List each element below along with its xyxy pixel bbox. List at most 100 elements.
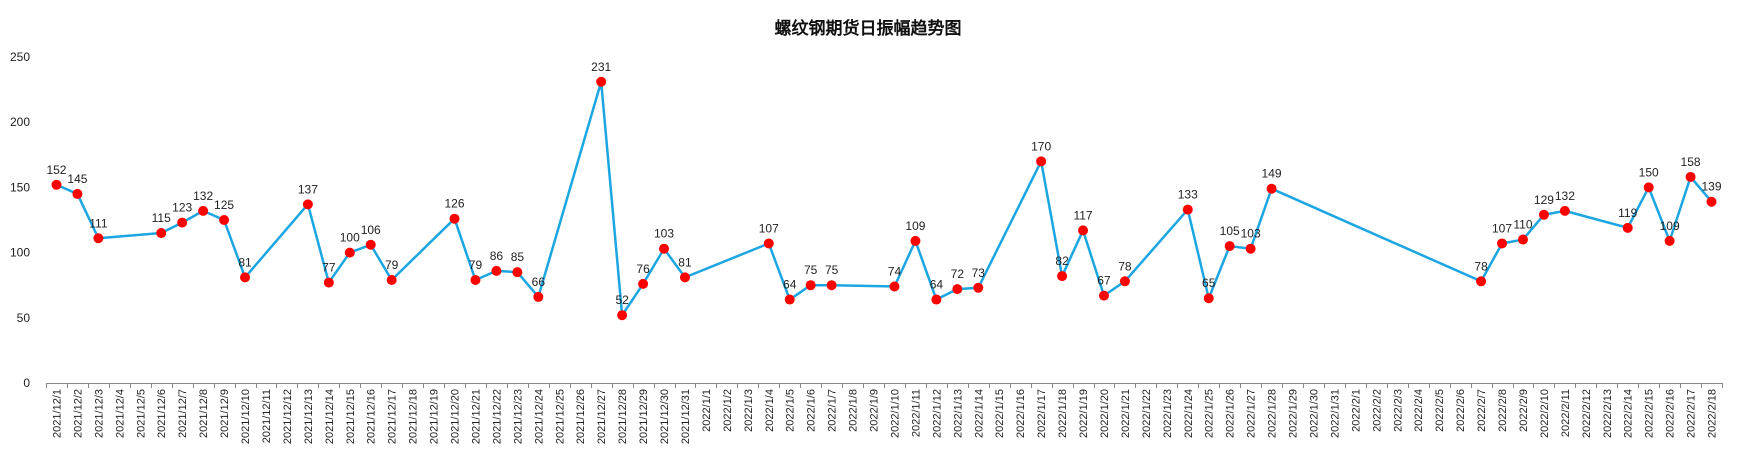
data-label: 75: [825, 263, 839, 277]
data-point: [51, 179, 62, 190]
data-label: 103: [1241, 227, 1261, 241]
x-tick-label: 2022/1/4: [764, 389, 776, 432]
data-point: [344, 247, 355, 258]
x-tick-label: 2022/2/12: [1581, 389, 1593, 438]
x-tick-label: 2022/2/13: [1602, 389, 1614, 438]
data-point: [784, 294, 795, 305]
x-tick-label: 2021/12/22: [491, 389, 503, 444]
y-tick-label: 150: [10, 180, 30, 194]
x-tick-label: 2022/2/18: [1707, 389, 1719, 438]
data-point: [617, 310, 628, 321]
x-tick-label: 2021/12/10: [240, 389, 252, 444]
y-tick-label: 200: [10, 115, 30, 129]
data-label: 129: [1534, 193, 1554, 207]
data-point: [302, 199, 313, 210]
x-tick-label: 2022/1/16: [1015, 389, 1027, 438]
data-label: 74: [888, 265, 902, 279]
x-tick-label: 2021/12/29: [638, 389, 650, 444]
x-tick-label: 2021/12/27: [596, 389, 608, 444]
data-label: 85: [511, 250, 525, 264]
data-points: [51, 76, 1717, 321]
data-point: [1538, 209, 1549, 220]
data-point: [1559, 205, 1570, 216]
y-tick-label: 0: [23, 376, 30, 390]
y-tick-label: 250: [10, 50, 30, 64]
x-tick-label: 2022/1/6: [806, 389, 818, 432]
data-label: 81: [238, 255, 252, 269]
data-label: 76: [636, 262, 650, 276]
x-tick-label: 2021/12/23: [512, 389, 524, 444]
data-point: [1245, 243, 1256, 254]
data-label: 231: [591, 60, 611, 74]
x-tick-label: 2022/1/18: [1057, 389, 1069, 438]
data-point: [1203, 293, 1214, 304]
data-point: [72, 188, 83, 199]
x-tick-label: 2022/2/3: [1392, 389, 1404, 432]
data-point: [386, 274, 397, 285]
x-tick-label: 2021/12/15: [345, 389, 357, 444]
x-tick-label: 2022/1/28: [1267, 389, 1279, 438]
data-point: [1057, 271, 1068, 282]
chart-title: 螺纹钢期货日振幅趋势图: [775, 18, 962, 39]
data-label: 79: [385, 258, 399, 272]
data-label: 100: [340, 231, 360, 245]
data-point: [1685, 171, 1696, 182]
data-point: [177, 217, 188, 228]
data-point: [910, 235, 921, 246]
data-point: [1622, 222, 1633, 233]
data-label: 117: [1073, 208, 1092, 222]
data-label: 75: [804, 263, 818, 277]
data-label: 132: [193, 189, 213, 203]
data-label: 109: [905, 219, 925, 233]
y-axis-ticks: 0 50 100 150 200 250: [10, 50, 30, 390]
x-tick-label: 2022/1/12: [931, 389, 943, 438]
data-label: 109: [1660, 219, 1680, 233]
data-point: [1266, 183, 1277, 194]
data-label: 145: [67, 172, 87, 186]
data-label: 77: [322, 261, 336, 275]
data-label: 64: [930, 278, 944, 292]
data-label: 125: [214, 198, 234, 212]
x-tick-label: 2022/1/19: [1078, 389, 1090, 438]
x-tick-label: 2022/1/11: [910, 389, 922, 437]
x-tick-label: 2021/12/12: [282, 389, 294, 444]
data-point: [596, 76, 607, 87]
x-tick-label: 2022/1/17: [1036, 389, 1048, 438]
data-point: [826, 280, 837, 291]
x-tick-label: 2022/1/10: [889, 389, 901, 438]
x-tick-label: 2022/1/15: [994, 389, 1006, 438]
x-tick-label: 2022/2/1: [1350, 389, 1362, 432]
x-tick-label: 2021/12/6: [156, 389, 168, 438]
x-tick-label: 2021/12/3: [93, 389, 105, 438]
y-tick-label: 50: [17, 311, 31, 325]
x-tick-label: 2022/1/29: [1288, 389, 1300, 438]
data-label: 105: [1220, 224, 1240, 238]
x-tick-label: 2021/12/19: [429, 389, 441, 444]
data-label: 115: [152, 211, 171, 225]
data-label: 158: [1681, 155, 1701, 169]
x-tick-label: 2021/12/20: [450, 389, 462, 444]
x-tick-label: 2022/2/14: [1623, 389, 1635, 438]
x-tick-label: 2022/1/20: [1099, 389, 1111, 438]
data-point: [470, 274, 481, 285]
x-tick-label: 2022/2/10: [1539, 389, 1551, 438]
data-label: 103: [654, 227, 674, 241]
data-label: 149: [1262, 167, 1282, 181]
data-label: 119: [1618, 206, 1637, 220]
data-label: 107: [1492, 221, 1512, 235]
x-tick-label: 2022/1/26: [1225, 389, 1237, 438]
data-point: [638, 278, 649, 289]
x-tick-label: 2022/1/22: [1141, 389, 1153, 438]
y-tick-label: 100: [10, 246, 30, 260]
data-point: [659, 243, 670, 254]
data-label: 66: [532, 275, 546, 289]
data-label: 106: [361, 223, 381, 237]
data-point: [1517, 234, 1528, 245]
x-tick-label: 2021/12/25: [554, 389, 566, 444]
x-tick-label: 2022/2/2: [1371, 389, 1383, 432]
x-tick-label: 2021/12/28: [617, 389, 629, 444]
data-point: [1706, 196, 1717, 207]
data-point: [1078, 225, 1089, 236]
x-tick-label: 2022/1/2: [722, 389, 734, 432]
